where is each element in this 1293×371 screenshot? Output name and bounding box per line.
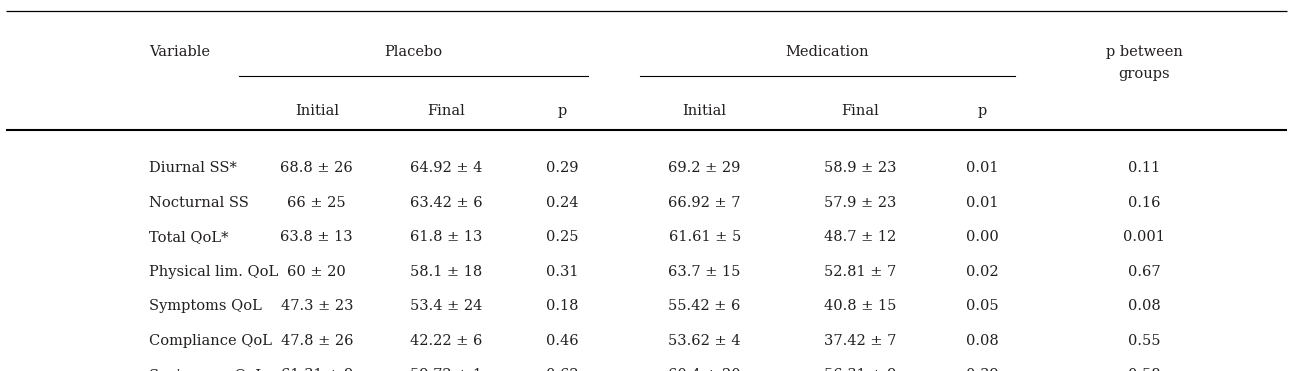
Text: 0.01: 0.01 [966,196,999,210]
Text: 58.9 ± 23: 58.9 ± 23 [824,161,896,175]
Text: Placebo: Placebo [385,45,442,59]
Text: 0.55: 0.55 [1127,334,1161,348]
Text: 40.8 ± 15: 40.8 ± 15 [824,299,896,313]
Text: 66 ± 25: 66 ± 25 [287,196,347,210]
Text: 47.8 ± 26: 47.8 ± 26 [281,334,353,348]
Text: 0.25: 0.25 [546,230,579,244]
Text: 0.01: 0.01 [966,161,999,175]
Text: 0.31: 0.31 [546,265,579,279]
Text: 0.05: 0.05 [966,299,999,313]
Text: 0.39: 0.39 [966,368,999,371]
Text: 60 ± 20: 60 ± 20 [287,265,347,279]
Text: Final: Final [427,104,465,118]
Text: 61.61 ± 5: 61.61 ± 5 [668,230,741,244]
Text: 52.81 ± 7: 52.81 ± 7 [824,265,896,279]
Text: Diurnal SS*: Diurnal SS* [149,161,237,175]
Text: 0.62: 0.62 [546,368,579,371]
Text: 61.31 ± 9: 61.31 ± 9 [281,368,353,371]
Text: 68.8 ± 26: 68.8 ± 26 [281,161,353,175]
Text: 0.29: 0.29 [546,161,579,175]
Text: p between: p between [1106,45,1183,59]
Text: Medication: Medication [786,45,869,59]
Text: 0.11: 0.11 [1129,161,1160,175]
Text: 55.42 ± 6: 55.42 ± 6 [668,299,741,313]
Text: Symptoms QoL: Symptoms QoL [149,299,261,313]
Text: 0.16: 0.16 [1127,196,1161,210]
Text: 57.9 ± 23: 57.9 ± 23 [824,196,896,210]
Text: 48.7 ± 12: 48.7 ± 12 [824,230,896,244]
Text: 56.31 ± 9: 56.31 ± 9 [824,368,896,371]
Text: Initial: Initial [683,104,727,118]
Text: 0.00: 0.00 [966,230,999,244]
Text: 0.08: 0.08 [1127,299,1161,313]
Text: 0.67: 0.67 [1127,265,1161,279]
Text: 42.22 ± 6: 42.22 ± 6 [410,334,482,348]
Text: 37.42 ± 7: 37.42 ± 7 [824,334,896,348]
Text: Final: Final [840,104,879,118]
Text: Socioecon. QoL: Socioecon. QoL [149,368,265,371]
Text: 63.7 ± 15: 63.7 ± 15 [668,265,741,279]
Text: 0.02: 0.02 [966,265,999,279]
Text: 66.92 ± 7: 66.92 ± 7 [668,196,741,210]
Text: 69.2 ± 29: 69.2 ± 29 [668,161,741,175]
Text: 58.1 ± 18: 58.1 ± 18 [410,265,482,279]
Text: 0.24: 0.24 [546,196,579,210]
Text: Initial: Initial [295,104,339,118]
Text: 0.08: 0.08 [966,334,999,348]
Text: Physical lim. QoL: Physical lim. QoL [149,265,278,279]
Text: groups: groups [1118,67,1170,81]
Text: 47.3 ± 23: 47.3 ± 23 [281,299,353,313]
Text: 59.72 ± 1: 59.72 ± 1 [410,368,482,371]
Text: 0.001: 0.001 [1124,230,1165,244]
Text: 0.18: 0.18 [546,299,579,313]
Text: p: p [978,104,988,118]
Text: 53.4 ± 24: 53.4 ± 24 [410,299,482,313]
Text: 63.8 ± 13: 63.8 ± 13 [281,230,353,244]
Text: Variable: Variable [149,45,209,59]
Text: Nocturnal SS: Nocturnal SS [149,196,248,210]
Text: 61.8 ± 13: 61.8 ± 13 [410,230,482,244]
Text: 0.58: 0.58 [1127,368,1161,371]
Text: Compliance QoL: Compliance QoL [149,334,272,348]
Text: 53.62 ± 4: 53.62 ± 4 [668,334,741,348]
Text: 0.46: 0.46 [546,334,579,348]
Text: 60.4 ± 20: 60.4 ± 20 [668,368,741,371]
Text: 64.92 ± 4: 64.92 ± 4 [410,161,482,175]
Text: Total QoL*: Total QoL* [149,230,228,244]
Text: p: p [557,104,568,118]
Text: 63.42 ± 6: 63.42 ± 6 [410,196,482,210]
